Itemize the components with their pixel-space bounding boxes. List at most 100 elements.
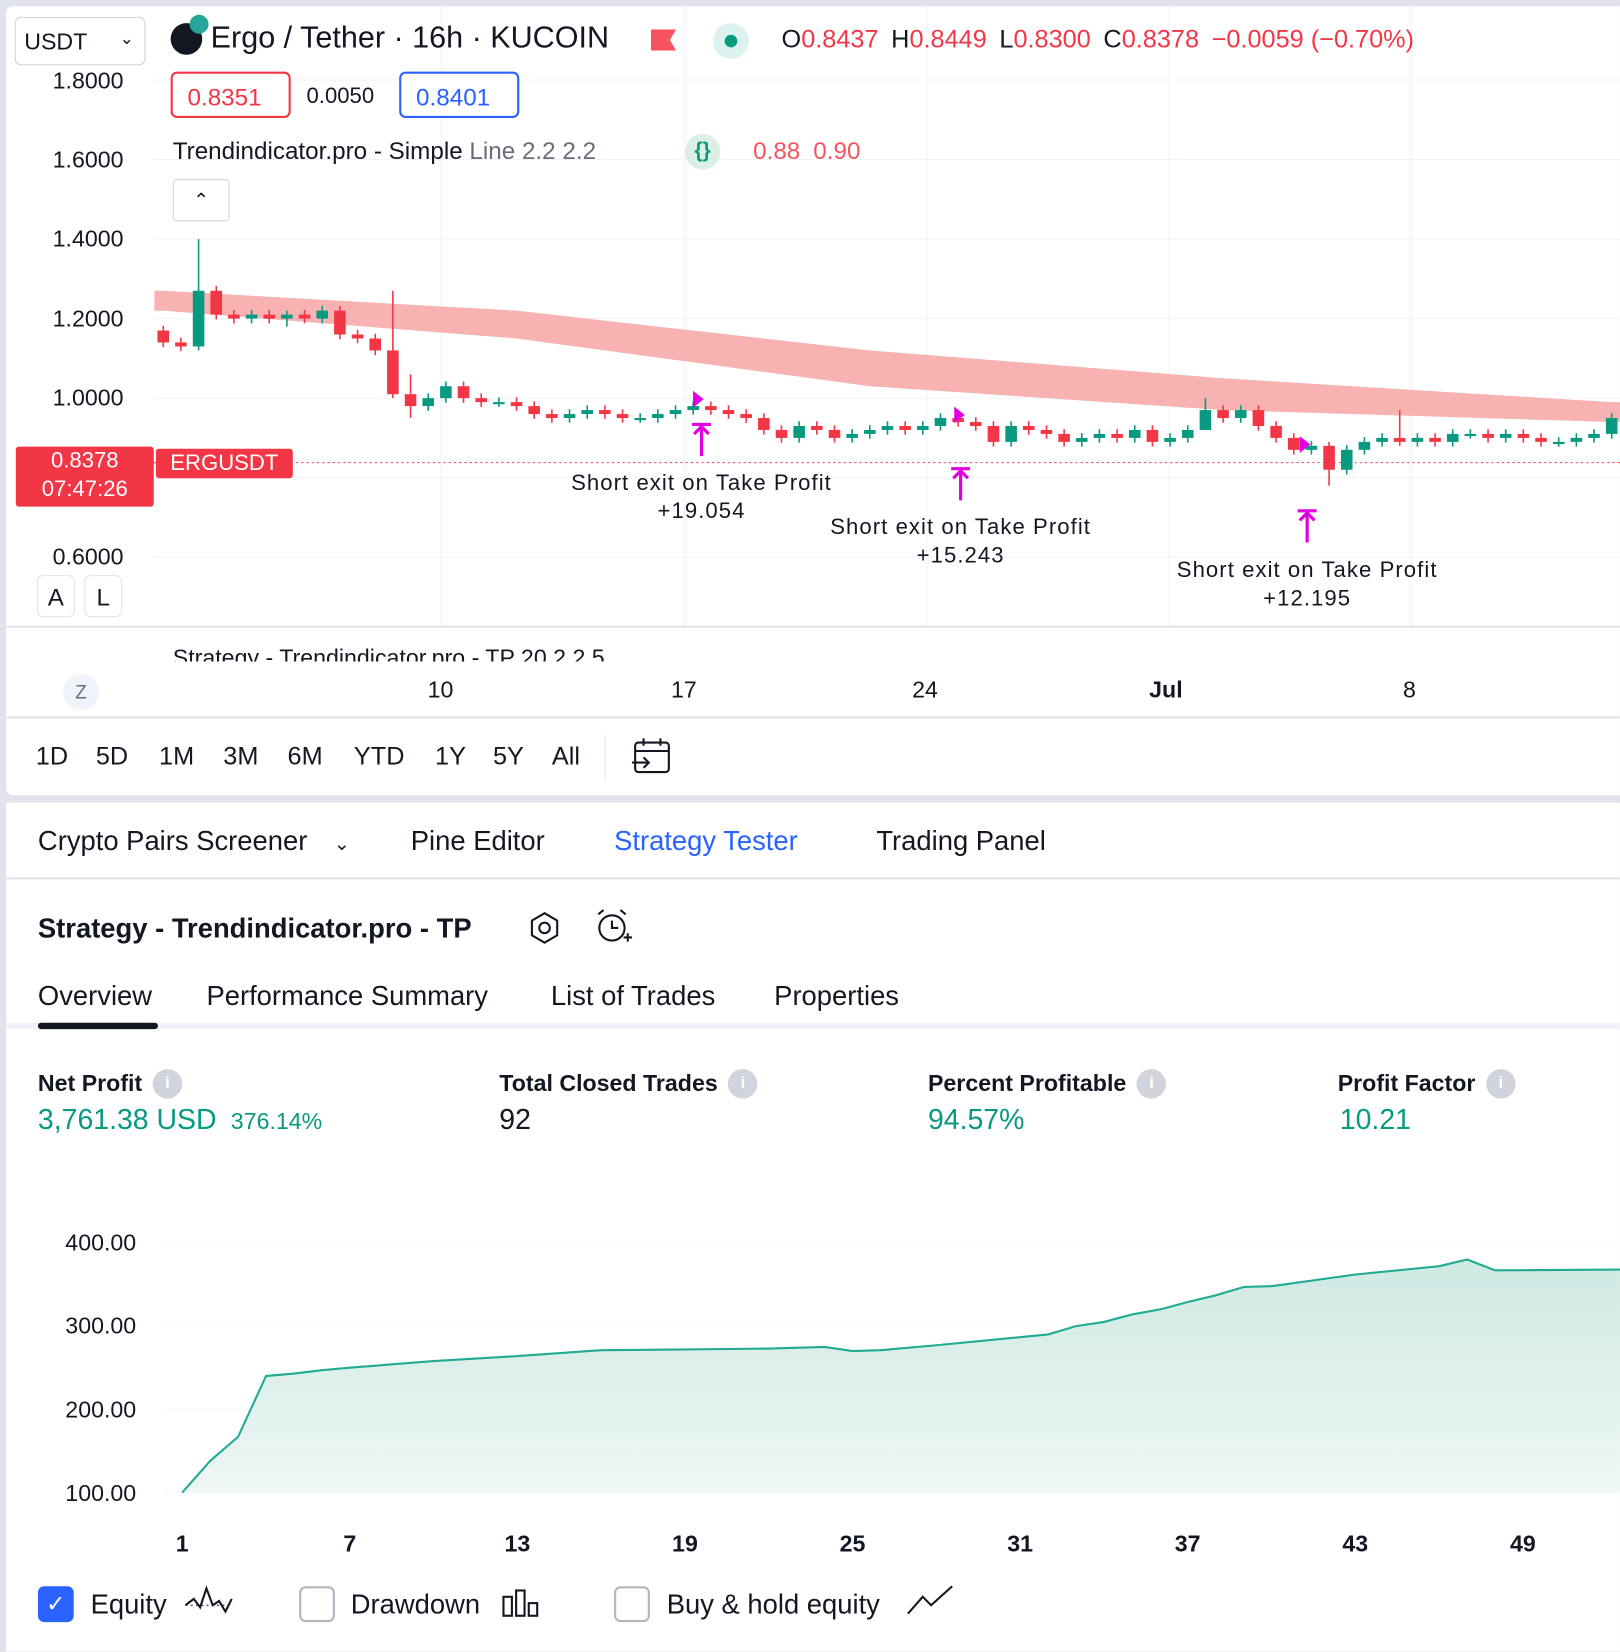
profit-factor-value: 10.21 — [1339, 1103, 1411, 1136]
drawdown-legend-label: Drawdown — [350, 1588, 481, 1620]
info-icon[interactable]: i — [728, 1069, 758, 1099]
range-3m[interactable]: 3M — [223, 742, 259, 772]
candle-body — [1181, 429, 1194, 438]
equity-line-icon — [184, 1585, 233, 1614]
metric-label: Percent Profitable i — [927, 1069, 1167, 1099]
candle-body — [864, 429, 876, 434]
candle-body — [334, 310, 346, 335]
buy-button[interactable]: 0.8401 — [399, 71, 520, 118]
equity-x-label: 19 — [672, 1530, 698, 1557]
symbol-title[interactable]: Ergo / Tether · 16h · KUCOIN — [170, 14, 610, 56]
candle-body — [281, 314, 293, 319]
candle-body — [634, 418, 646, 421]
range-all[interactable]: All — [551, 742, 581, 772]
candle-body — [758, 418, 770, 430]
buy-hold-checkbox[interactable] — [614, 1586, 650, 1623]
candle-body — [563, 414, 576, 419]
candle-body — [1075, 437, 1088, 442]
last-price-label: 0.8378 07:47:26 — [15, 446, 154, 507]
tab-properties[interactable]: Properties — [774, 979, 899, 1012]
tab-pine-editor[interactable]: Pine Editor — [410, 824, 545, 857]
range-1d[interactable]: 1D — [35, 742, 69, 772]
ergo-tether-logo-icon — [170, 14, 209, 55]
indicator-legend[interactable]: Trendindicator.pro - Simple Line 2.2 2.2 — [173, 137, 596, 165]
go-to-date-icon[interactable] — [631, 737, 672, 775]
tab-overview[interactable]: Overview — [37, 979, 153, 1012]
tab-list-of-trades[interactable]: List of Trades — [550, 979, 716, 1012]
metric-label-text: Total Closed Trades — [499, 1070, 718, 1097]
equity-line — [181, 1258, 1620, 1494]
annotation-value: +12.195 — [1263, 586, 1352, 611]
percent-profitable-value: 94.57% — [927, 1103, 1025, 1136]
equity-x-label: 7 — [343, 1530, 357, 1557]
tab-label: Crypto Pairs Screener — [37, 824, 308, 857]
candle-body — [581, 410, 593, 415]
range-5d[interactable]: 5D — [95, 742, 129, 772]
range-ytd[interactable]: YTD — [353, 742, 405, 772]
open-label: O — [781, 25, 802, 54]
candle-body — [1358, 441, 1371, 450]
equity-legend-label: Equity — [90, 1588, 167, 1620]
info-icon[interactable]: i — [152, 1069, 183, 1099]
candle-body — [1393, 437, 1406, 442]
trend-band — [154, 290, 1620, 423]
equity-chart[interactable] — [6, 1222, 1620, 1517]
annotation-value: +15.243 — [916, 543, 1005, 568]
tab-strategy-tester[interactable]: Strategy Tester — [614, 824, 798, 857]
divider — [6, 877, 1620, 880]
drawdown-checkbox[interactable] — [299, 1586, 335, 1623]
zoom-reset-button[interactable]: Z — [63, 674, 100, 710]
market-open-status-icon[interactable] — [713, 23, 749, 59]
time-axis-label: 24 — [912, 676, 938, 703]
candle-body — [1111, 433, 1123, 438]
total-closed-trades-value: 92 — [499, 1103, 531, 1136]
time-axis-label: 10 — [427, 676, 454, 703]
range-5y[interactable]: 5Y — [492, 742, 524, 772]
range-1y[interactable]: 1Y — [435, 742, 466, 772]
candle-body — [157, 330, 170, 343]
currency-select-value: USDT — [24, 28, 88, 55]
currency-select[interactable]: USDT ⌄ — [14, 16, 146, 66]
chevron-down-icon: ⌄ — [333, 833, 350, 855]
auto-scale-button[interactable]: A — [36, 575, 75, 618]
info-icon[interactable]: i — [1485, 1069, 1516, 1099]
candle-body — [387, 350, 399, 395]
add-alert-icon[interactable] — [594, 908, 634, 948]
pane-separator[interactable] — [6, 625, 1620, 628]
entry-marker-icon — [1299, 436, 1311, 453]
candle-body — [616, 414, 629, 419]
log-scale-button[interactable]: L — [84, 575, 123, 618]
trade-annotation: Short exit on Take Profit +19.054 — [533, 469, 870, 526]
sell-button[interactable]: 0.8351 — [170, 71, 291, 118]
short-exit-arrow-icon — [692, 422, 711, 457]
low-label: L — [999, 25, 1014, 54]
candle-body — [1022, 425, 1035, 430]
range-1m[interactable]: 1M — [159, 742, 195, 772]
symbol-title-text: Ergo / Tether · 16h · KUCOIN — [210, 21, 610, 55]
equity-checkbox[interactable]: ✓ — [37, 1586, 74, 1623]
metric-label-text: Percent Profitable — [927, 1070, 1127, 1097]
candle-body — [793, 425, 805, 438]
tab-crypto-pairs-screener[interactable]: Crypto Pairs Screener ⌄ — [38, 825, 350, 858]
tab-performance-summary[interactable]: Performance Summary — [206, 979, 489, 1012]
tab-trading-panel[interactable]: Trading Panel — [876, 824, 1046, 857]
equity-x-label: 43 — [1342, 1530, 1369, 1557]
collapse-legend-button[interactable]: ⌃ — [172, 179, 230, 222]
indicator-name: Trendindicator.pro - Simple — [172, 136, 463, 165]
strategy-pane-label: Strategy - Trendindicator.pro - TP 20 2 … — [172, 644, 605, 662]
candle-body — [775, 429, 788, 438]
candle-body — [228, 314, 240, 319]
range-6m[interactable]: 6M — [287, 742, 323, 772]
settings-icon[interactable] — [527, 910, 563, 946]
equity-y-label: 300.00 — [65, 1312, 137, 1339]
candle-body — [1058, 433, 1070, 442]
candle-body — [1535, 437, 1547, 442]
source-code-icon[interactable]: {} — [684, 133, 721, 170]
buy-hold-line-icon — [907, 1585, 953, 1615]
time-axis-label: 17 — [670, 676, 697, 703]
last-price-value: 0.8378 — [50, 448, 119, 473]
time-axis-label: 8 — [1402, 676, 1416, 703]
info-icon[interactable]: i — [1136, 1069, 1167, 1099]
price-chart[interactable] — [6, 6, 1620, 659]
flag-icon[interactable] — [650, 29, 677, 51]
